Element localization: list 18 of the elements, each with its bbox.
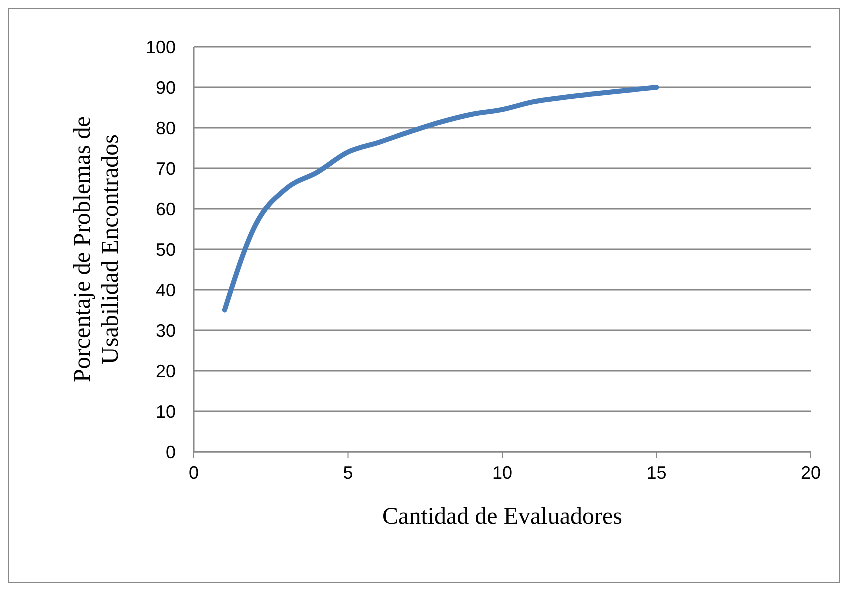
y-tick-label: 100 (146, 37, 176, 58)
x-tick-label: 15 (646, 462, 667, 483)
y-tick-label: 10 (156, 402, 176, 422)
y-tick-label: 30 (156, 320, 176, 341)
y-tick-label: 40 (156, 280, 176, 300)
y-tick-label: 70 (156, 158, 176, 179)
x-tick-label: 20 (800, 462, 822, 483)
y-tick-label: 90 (156, 78, 176, 98)
y-tick-label: 60 (156, 199, 176, 220)
y-tick-label: 80 (156, 118, 176, 138)
y-tick-label: 20 (156, 361, 176, 382)
y-tick-label: 50 (156, 240, 176, 260)
x-tick-label: 10 (492, 462, 513, 483)
x-axis-title: Cantidad de Evaluadores (382, 504, 622, 530)
x-tick-label: 0 (188, 462, 200, 483)
x-tick-label: 5 (343, 462, 354, 483)
y-axis-title: Porcentaje de Problemas de Usabilidad Encontrados (70, 116, 124, 382)
y-tick-label: 0 (166, 442, 176, 462)
